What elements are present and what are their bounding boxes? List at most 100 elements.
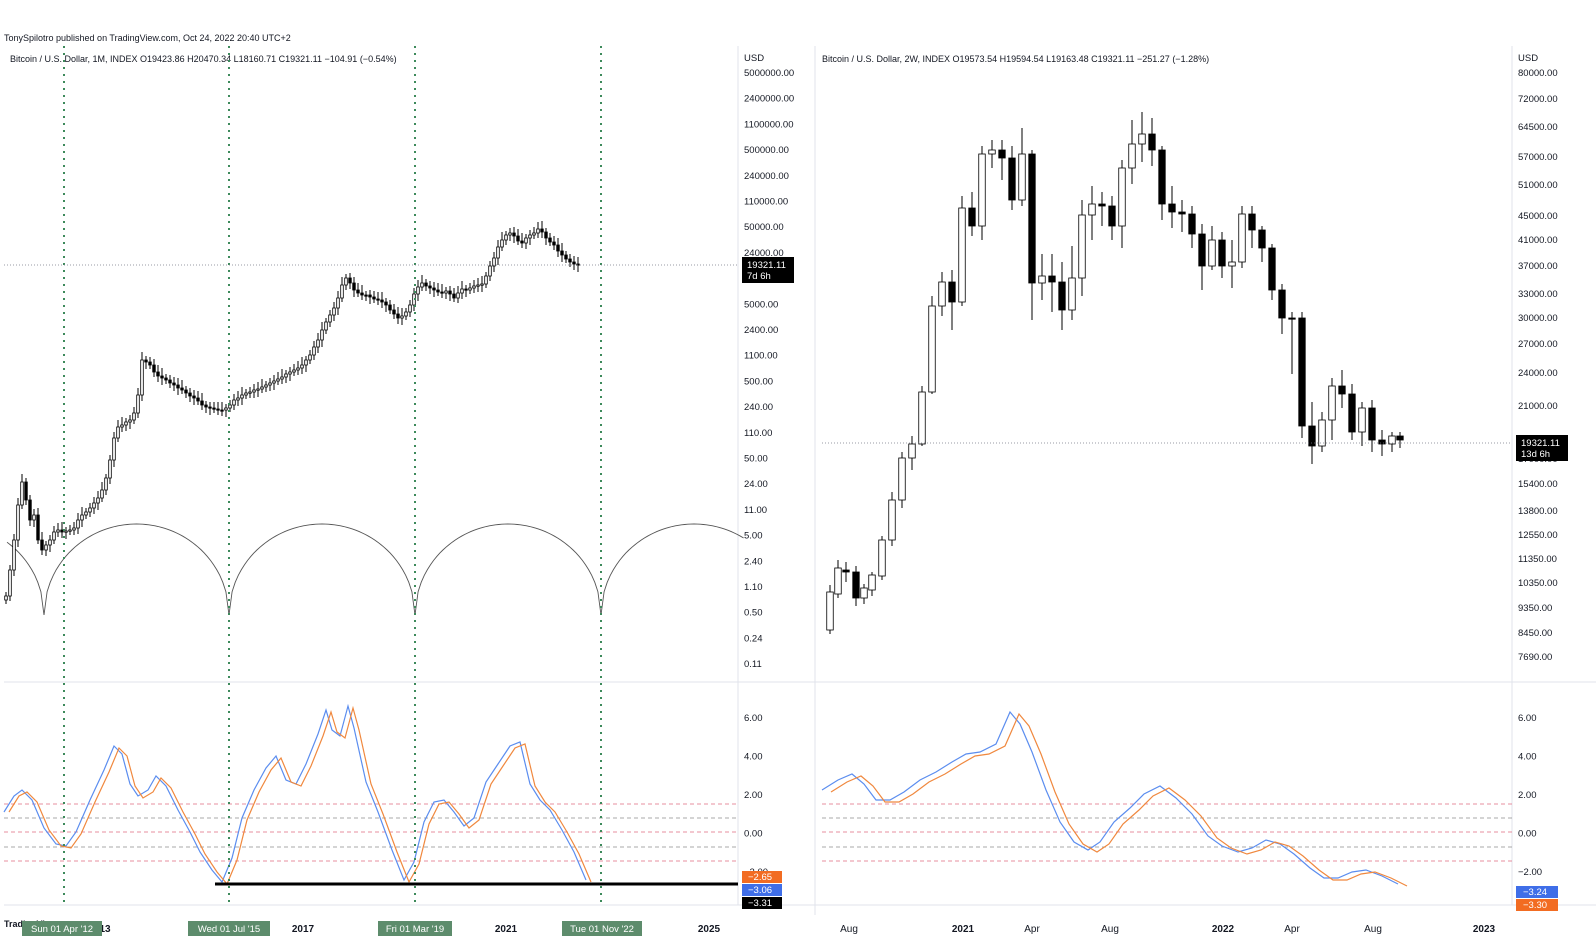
left-candle-body-57 <box>232 399 236 406</box>
right-price-tick-21: 7690.00 <box>1518 652 1552 663</box>
left-last-price-tag[interactable]: 19321.11 7d 6h <box>742 257 794 283</box>
left-oscillator-axis: 6.004.002.000.00−2.00 <box>744 713 768 878</box>
left-candle-body-46 <box>188 392 192 397</box>
left-price-tick-19: 2.40 <box>744 556 763 567</box>
right-last-price: 19321.11 <box>1521 438 1560 449</box>
right-candle-body-19 <box>1008 157 1016 201</box>
left-time-axis[interactable]: 13 2017 2021 2025 <box>99 924 720 935</box>
left-candle-body-103 <box>416 286 420 295</box>
left-candle-body-42 <box>172 382 176 386</box>
left-candle-body-1 <box>8 569 12 597</box>
right-candle-body-15 <box>968 207 976 227</box>
left-candle-body-99 <box>400 315 404 319</box>
left-candle-body-37 <box>152 364 156 373</box>
left-candle-body-79 <box>320 329 324 341</box>
left-candle-body-129 <box>520 240 524 244</box>
left-candle-body-60 <box>244 392 248 396</box>
left-candle-body-70 <box>284 373 288 378</box>
left-candle-body-55 <box>224 407 228 411</box>
right-price-tick-12: 21000.00 <box>1518 401 1558 412</box>
left-candle-body-117 <box>472 285 476 289</box>
left-candle-body-85 <box>344 277 348 286</box>
right-candle-body-7 <box>888 499 896 541</box>
left-osc-tick-0: 6.00 <box>744 713 763 724</box>
right-time-axis[interactable]: Aug 2021 Apr Aug 2022 Apr Aug 2023 <box>840 924 1495 935</box>
right-candle-body-13 <box>948 281 956 303</box>
left-price-tick-7: 24000.00 <box>744 248 784 259</box>
left-price-tick-20: 1.10 <box>744 582 763 593</box>
cycle-arc <box>228 523 416 616</box>
right-candle-body-39 <box>1208 239 1216 267</box>
cycle-date-label-2: Fri 01 Mar '19 <box>386 924 444 935</box>
right-ohlc-header: Bitcoin / U.S. Dollar, 2W, INDEX O19573.… <box>822 54 1209 64</box>
left-price-tick-3: 500000.00 <box>744 145 789 156</box>
right-candle-body-43 <box>1248 213 1256 231</box>
right-candle-body-50 <box>1318 419 1326 447</box>
left-candle-body-116 <box>468 287 472 291</box>
left-candle-body-72 <box>292 369 296 373</box>
left-candle-body-8 <box>36 514 40 541</box>
right-candle-body-17 <box>988 149 996 155</box>
right-x-tick-5: Apr <box>1284 924 1300 935</box>
left-candle-body-11 <box>48 539 52 546</box>
left-candle-body-30 <box>124 421 128 426</box>
right-price-tick-5: 45000.00 <box>1518 211 1558 222</box>
left-candle-body-125 <box>504 234 508 241</box>
right-candle-body-56 <box>1378 439 1386 445</box>
left-candle-body-13 <box>56 529 60 533</box>
left-candle-body-54 <box>220 409 224 412</box>
left-price-axis[interactable]: 5000000.00 2400000.00 1100000.00 500000.00 2… <box>744 68 794 670</box>
left-candle-body-100 <box>404 311 408 317</box>
right-osc-tags: −3.24 −3.30 <box>1516 886 1558 911</box>
left-candle-body-123 <box>496 246 500 259</box>
left-candle-body-127 <box>512 232 516 237</box>
left-candle-body-91 <box>368 294 372 298</box>
left-candle-body-138 <box>556 244 560 252</box>
cycle-arc <box>43 523 230 616</box>
left-candle-body-58 <box>236 397 240 401</box>
right-price-tick-20: 8450.00 <box>1518 628 1552 639</box>
right-oscillator-axis: 6.00 4.00 2.00 0.00 −2.00 <box>1518 713 1542 878</box>
left-candle-body-119 <box>480 283 484 286</box>
left-candle-body-139 <box>560 250 564 256</box>
right-price-tick-4: 51000.00 <box>1518 180 1558 191</box>
right-candle-body-10 <box>918 391 926 445</box>
right-last-price-tag[interactable]: 19321.11 13d 6h <box>1516 435 1568 461</box>
cycle-arc <box>414 523 602 616</box>
right-last-countdown: 13d 6h <box>1521 449 1550 460</box>
left-candle-body-137 <box>552 241 556 246</box>
left-candle-body-31 <box>128 419 132 423</box>
left-price-tick-6: 50000.00 <box>744 222 784 233</box>
cycle-arc <box>600 523 744 616</box>
left-candle-body-74 <box>300 364 304 369</box>
left-candle-body-96 <box>388 304 392 311</box>
left-candle-body-108 <box>436 289 440 293</box>
right-osc-tag-blue: −3.24 <box>1523 887 1547 898</box>
left-x-tick-1: 2017 <box>292 924 315 935</box>
left-osc-tag-blue: −3.06 <box>748 885 772 896</box>
left-candle-body-5 <box>24 481 28 501</box>
right-candle-body-44 <box>1258 229 1266 249</box>
right-osc-tick-2: 2.00 <box>1518 790 1537 801</box>
right-candle-body-25 <box>1068 277 1076 311</box>
right-candle-body-24 <box>1058 281 1066 311</box>
right-price-tick-15: 13800.00 <box>1518 506 1558 517</box>
right-price-axis[interactable]: 80000.00 72000.00 64500.00 57000.00 51000.00… <box>1518 68 1558 663</box>
left-price-tick-18: 5.00 <box>744 531 763 542</box>
left-candle-body-140 <box>564 254 568 260</box>
left-candle-body-94 <box>380 299 384 303</box>
right-candle-body-47 <box>1288 317 1296 320</box>
left-candle-body-61 <box>248 391 252 394</box>
left-candle-body-34 <box>140 359 144 396</box>
left-candle-body-2 <box>12 539 16 571</box>
left-candle-body-112 <box>452 293 456 299</box>
right-x-tick-2: Apr <box>1024 924 1040 935</box>
cycle-date-labels: Sun 01 Apr '12 Wed 01 Jul '15 Fri 01 Mar '… <box>22 921 642 936</box>
left-candle-body-130 <box>524 237 528 244</box>
left-candle-body-52 <box>212 407 216 410</box>
right-candle-body-29 <box>1108 205 1116 227</box>
left-candle-body-3 <box>16 504 20 541</box>
left-price-tick-0: 5000000.00 <box>744 68 794 79</box>
left-candle-body-73 <box>296 367 300 371</box>
